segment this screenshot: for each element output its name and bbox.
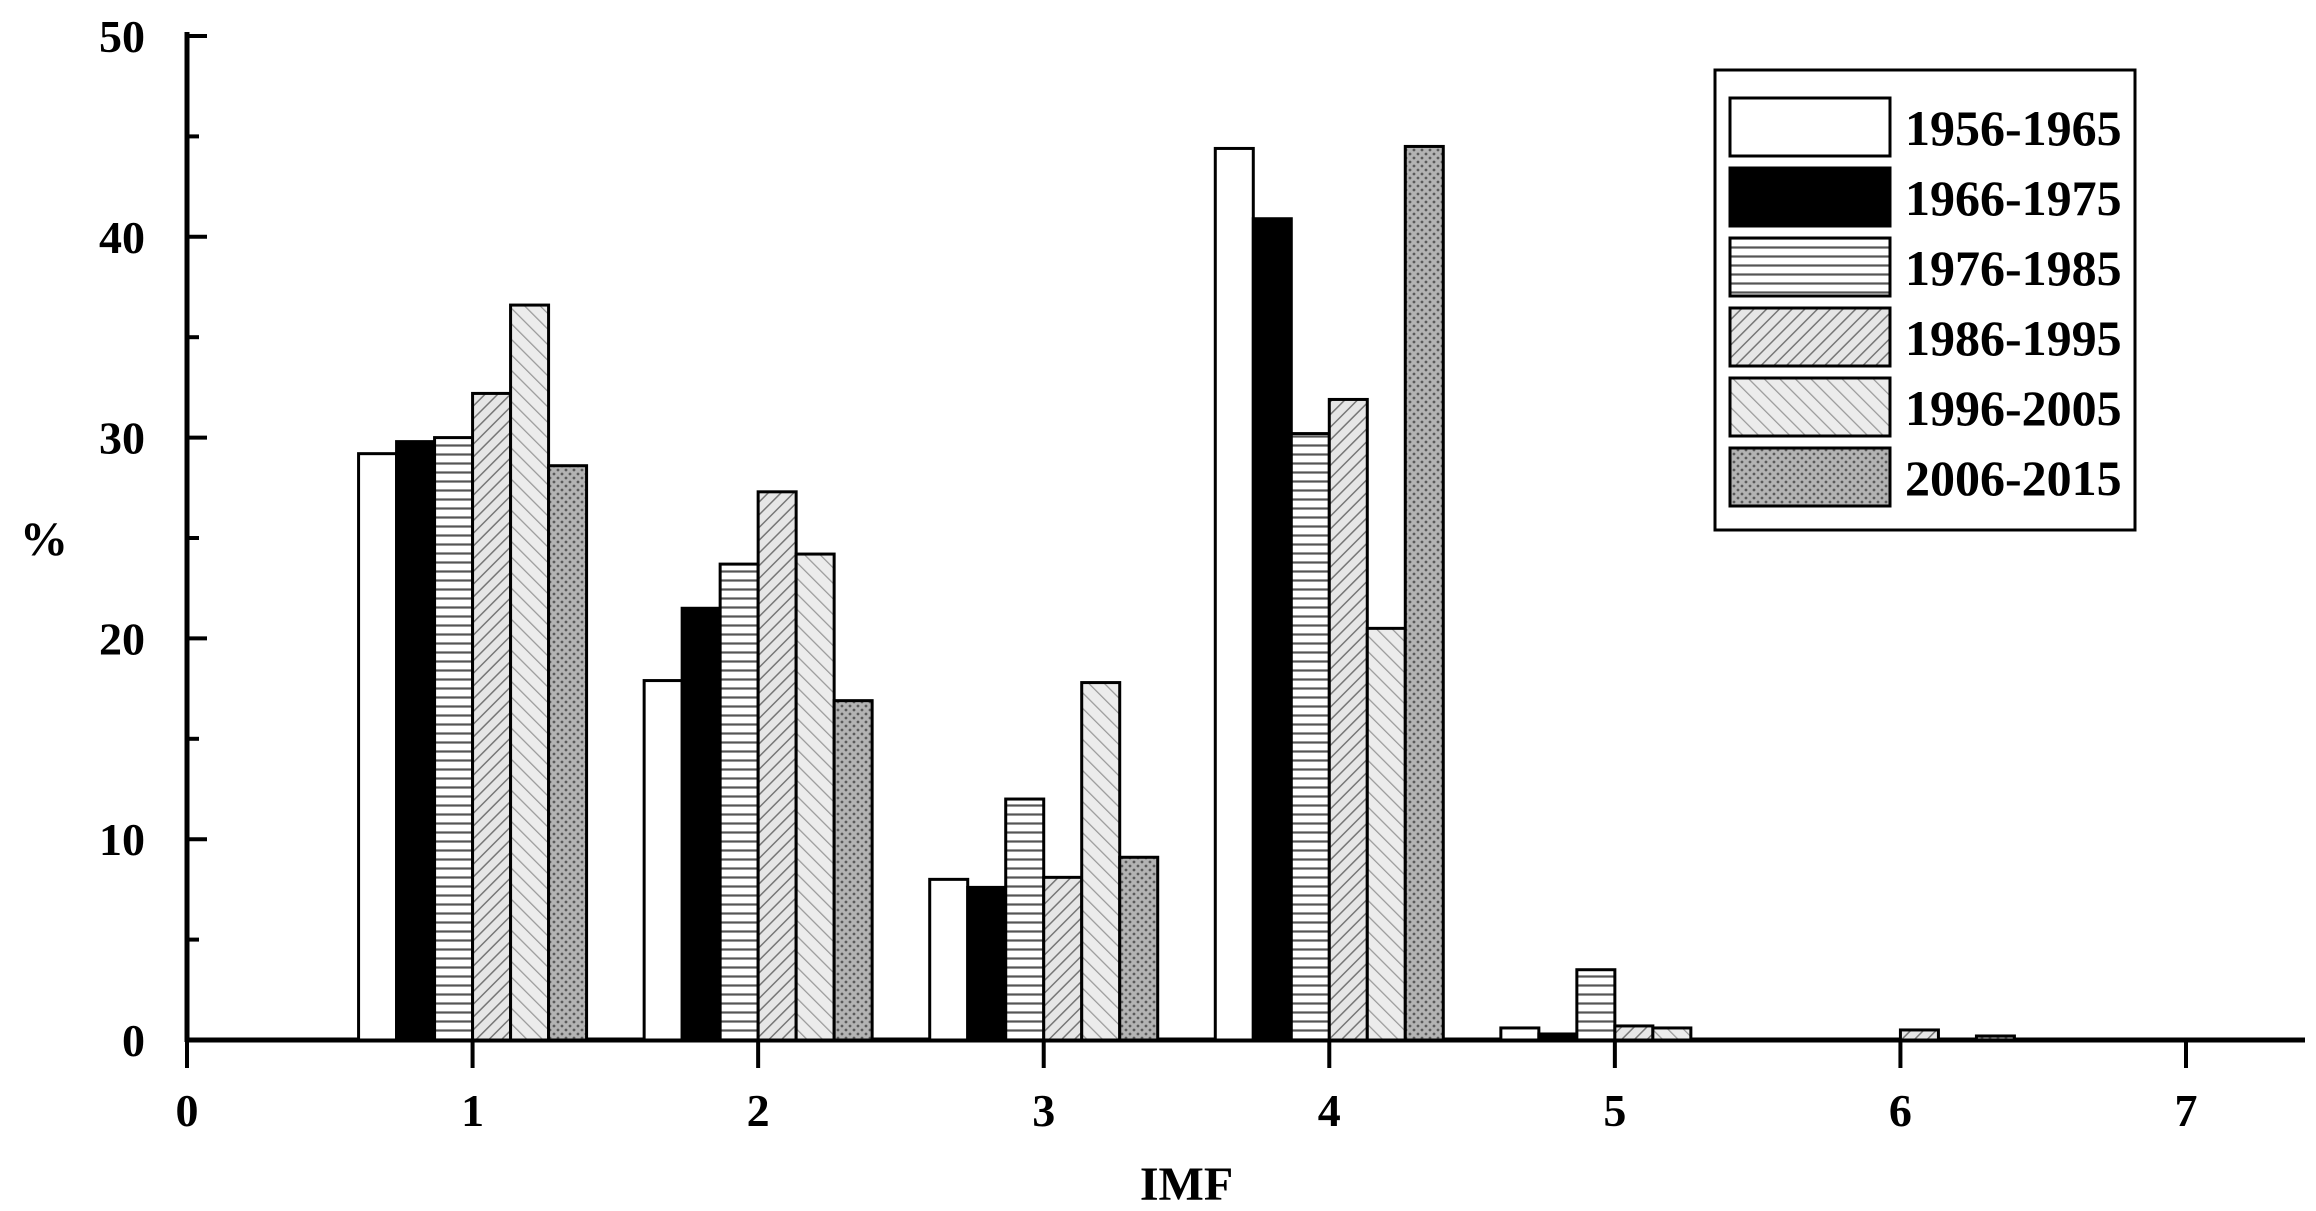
bar-1976-1985-imf-5 — [1575, 968, 1617, 1042]
x-axis-title: IMF — [1140, 1158, 1233, 1211]
bar-1996-2005-imf-3 — [1080, 681, 1122, 1042]
legend-swatch — [1728, 376, 1892, 438]
bar-1976-1985-imf-3 — [1004, 797, 1046, 1042]
bar-1966-1975-imf-4 — [1251, 217, 1293, 1042]
axes: 0 10 20 30 40 50 0 1 2 3 4 5 6 7 — [99, 11, 2305, 1136]
x-tick-label: 1 — [461, 1085, 484, 1136]
bar-1986-1995-imf-1 — [471, 391, 513, 1042]
bar-1996-2005-imf-2 — [794, 552, 836, 1042]
axis-labels: IMF % — [20, 513, 1233, 1211]
bar-1956-1965-imf-4 — [1213, 146, 1255, 1042]
bar-1976-1985-imf-4 — [1289, 432, 1331, 1042]
bar-1966-1975-imf-5 — [1537, 1032, 1579, 1042]
bar-2006-2015-imf-3 — [1118, 855, 1160, 1042]
legend-swatch — [1728, 236, 1892, 298]
bar-1996-2005-imf-5 — [1651, 1026, 1693, 1042]
legend-swatch — [1728, 96, 1892, 158]
bar-1956-1965-imf-1 — [357, 452, 399, 1042]
legend-swatch — [1728, 446, 1892, 508]
y-tick-label: 40 — [99, 212, 145, 263]
x-tick-label: 7 — [2175, 1085, 2198, 1136]
x-tick-label: 5 — [1603, 1085, 1626, 1136]
legend-label: 1976-1985 — [1905, 240, 2122, 296]
legend-label: 1986-1995 — [1905, 310, 2122, 366]
bar-1956-1965-imf-5 — [1499, 1026, 1541, 1042]
bar-1976-1985-imf-2 — [718, 562, 760, 1042]
bar-1956-1965-imf-3 — [928, 877, 970, 1042]
bar-1966-1975-imf-2 — [680, 606, 722, 1042]
x-tick-label: 3 — [1032, 1085, 1055, 1136]
y-tick-label: 10 — [99, 814, 145, 865]
bars — [357, 144, 2016, 1042]
legend-label: 2006-2015 — [1905, 450, 2122, 506]
bar-1956-1965-imf-2 — [642, 679, 684, 1042]
bar-1996-2005-imf-1 — [509, 303, 551, 1042]
legend-swatch — [1728, 166, 1892, 228]
x-tick-label: 6 — [1889, 1085, 1912, 1136]
bar-1996-2005-imf-4 — [1365, 626, 1407, 1042]
y-axis-title: % — [20, 513, 68, 566]
legend-label: 1966-1975 — [1905, 170, 2122, 226]
legend-label: 1956-1965 — [1905, 100, 2122, 156]
bar-1986-1995-imf-3 — [1042, 875, 1084, 1042]
legend: 1956-1965 1966-1975 1976-1985 1986-1995 1996… — [1713, 68, 2137, 532]
y-tick-label: 30 — [99, 413, 145, 464]
x-tick-label: 0 — [176, 1085, 199, 1136]
bar-1966-1975-imf-3 — [966, 885, 1008, 1042]
y-tick-label: 0 — [122, 1015, 145, 1066]
bar-1986-1995-imf-6 — [1898, 1028, 1940, 1042]
bar-1986-1995-imf-4 — [1327, 397, 1369, 1042]
bar-2006-2015-imf-2 — [832, 699, 874, 1042]
bar-2006-2015-imf-6 — [1974, 1034, 2016, 1042]
x-tick-label: 4 — [1318, 1085, 1341, 1136]
legend-swatch — [1728, 306, 1892, 368]
bar-1976-1985-imf-1 — [433, 436, 475, 1042]
x-tick-label: 2 — [747, 1085, 770, 1136]
legend-label: 1996-2005 — [1905, 380, 2122, 436]
bar-1986-1995-imf-5 — [1613, 1024, 1655, 1042]
bar-1986-1995-imf-2 — [756, 490, 798, 1042]
y-tick-label: 50 — [99, 11, 145, 62]
bar-2006-2015-imf-1 — [547, 464, 589, 1042]
bar-1966-1975-imf-1 — [395, 440, 437, 1042]
bar-2006-2015-imf-4 — [1403, 144, 1445, 1042]
y-tick-label: 20 — [99, 613, 145, 664]
